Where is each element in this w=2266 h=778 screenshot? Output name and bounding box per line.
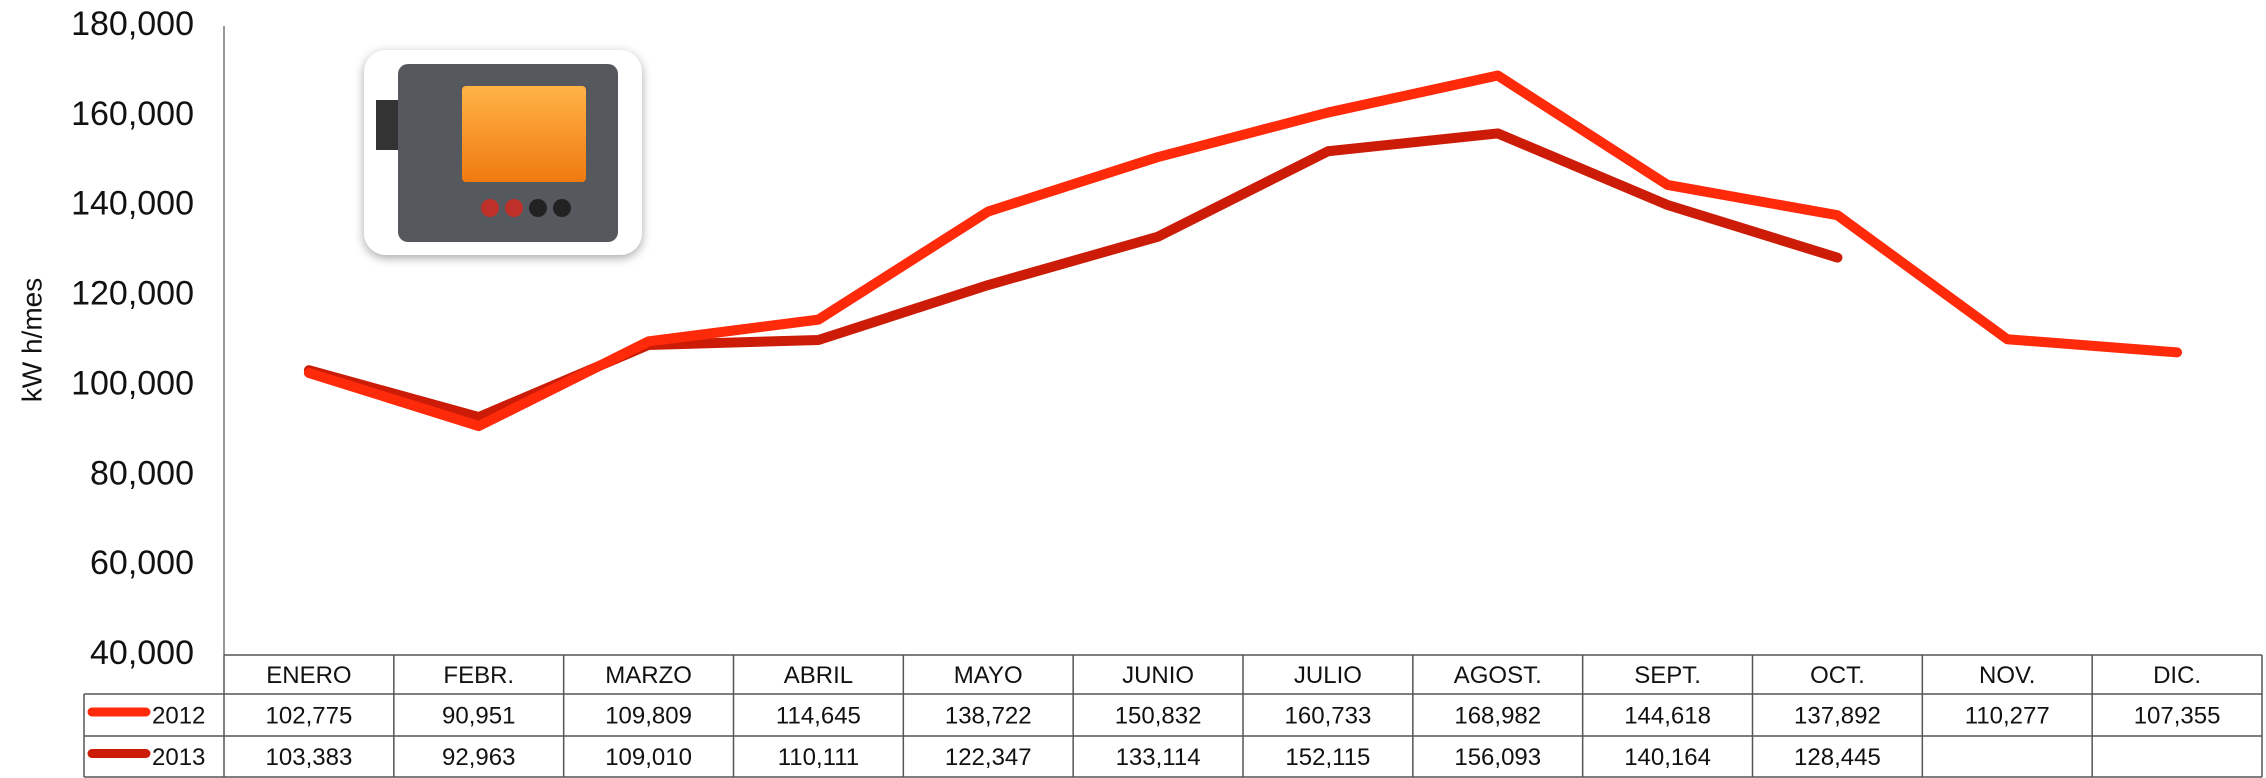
x-tick-label: ABRIL (784, 662, 853, 689)
x-tick-label: FEBR. (443, 662, 514, 689)
table-value: 144,618 (1624, 702, 1711, 729)
x-tick-label: JUNIO (1122, 662, 1194, 689)
y-tick-label: 40,000 (90, 634, 194, 672)
table-value: 128,445 (1794, 744, 1881, 771)
table-value: 152,115 (1285, 744, 1370, 771)
table-value: 156,093 (1454, 744, 1541, 771)
table-value: 102,775 (266, 702, 353, 729)
table-value: 122,347 (945, 744, 1032, 771)
legend-label: 2013 (152, 744, 205, 771)
table-value: 133,114 (1116, 744, 1201, 771)
chart: kW h/mes 40,000 60,000 80,000 100,000 120,00… (0, 0, 2266, 778)
table-value: 90,951 (442, 702, 515, 729)
table-value: 160,733 (1285, 702, 1372, 729)
y-tick-label: 140,000 (71, 185, 194, 223)
y-axis-label: kW h/mes (16, 278, 47, 402)
meter-photo (364, 50, 642, 255)
table-value: 110,277 (1965, 702, 2050, 729)
table-value: 137,892 (1794, 702, 1881, 729)
table-value: 150,832 (1115, 702, 1202, 729)
legend-label: 2012 (152, 702, 205, 729)
table-value: 92,963 (442, 744, 515, 771)
table-value: 168,982 (1454, 702, 1541, 729)
x-tick-label: NOV. (1979, 662, 2035, 689)
x-tick-label: AGOST. (1454, 662, 1542, 689)
table-value: 109,010 (605, 744, 692, 771)
y-tick-label: 80,000 (90, 454, 194, 492)
table-value: 110,111 (778, 744, 859, 771)
y-tick-label: 120,000 (71, 275, 194, 313)
y-tick-label: 60,000 (90, 544, 194, 582)
x-tick-label: MAYO (954, 662, 1023, 689)
x-tick-label: DIC. (2153, 662, 2201, 689)
y-tick-label: 180,000 (71, 5, 194, 43)
x-tick-label: MARZO (605, 662, 692, 689)
table-value: 114,645 (776, 702, 861, 729)
table-value: 107,355 (2134, 702, 2221, 729)
x-tick-label: JULIO (1294, 662, 1362, 689)
y-tick-label: 160,000 (71, 95, 194, 133)
table-value: 103,383 (266, 744, 353, 771)
x-tick-label: OCT. (1810, 662, 1865, 689)
x-tick-label: SEPT. (1634, 662, 1701, 689)
y-tick-label: 100,000 (71, 364, 194, 402)
table-value: 109,809 (605, 702, 692, 729)
table-value: 140,164 (1624, 744, 1711, 771)
x-tick-label: ENERO (266, 662, 351, 689)
table-value: 138,722 (945, 702, 1032, 729)
